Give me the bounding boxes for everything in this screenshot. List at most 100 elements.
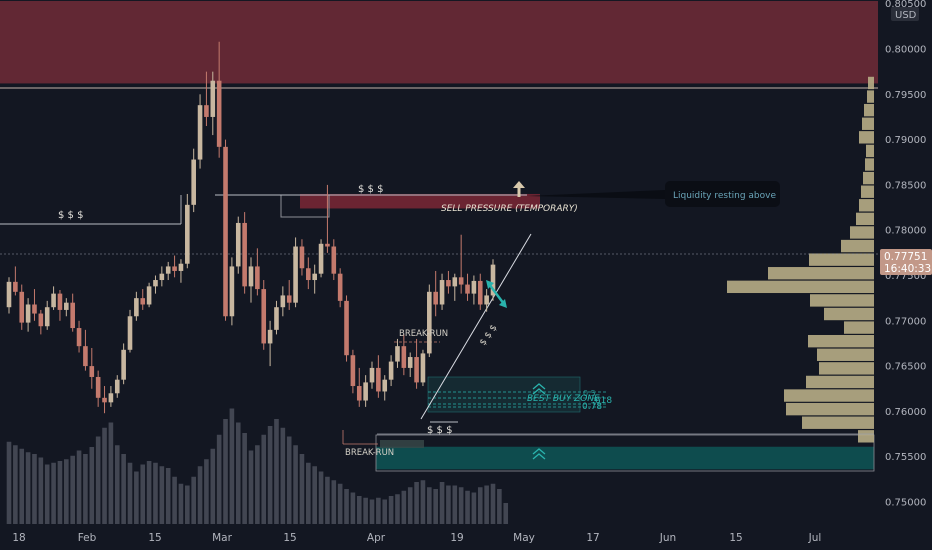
candle — [280, 286, 286, 317]
candle-body — [306, 268, 311, 281]
candle-body — [70, 302, 75, 329]
volume-bar — [70, 455, 75, 524]
candle-body — [153, 280, 158, 287]
volume-bar — [382, 499, 388, 524]
liquidity-callout[interactable]: Liquidity resting above — [527, 181, 780, 207]
last-price-value: 0.77751 — [884, 251, 927, 263]
volume-profile-bar — [863, 171, 874, 185]
volume-bar — [465, 490, 470, 524]
candle — [331, 239, 337, 281]
time-tick-label: 18 — [12, 532, 25, 544]
candle-body — [465, 284, 470, 294]
candle — [19, 284, 25, 330]
candle-body — [356, 386, 362, 401]
volume-profile-bar — [858, 430, 874, 443]
time-tick-label: Mar — [212, 532, 232, 544]
candle-body — [286, 295, 292, 303]
volume-profile-bar — [786, 402, 874, 416]
countdown-value: 16:40:33 — [884, 263, 931, 275]
volume-bar — [318, 471, 324, 524]
volume-bar — [407, 487, 413, 524]
time-tick-label: Jul — [808, 532, 822, 544]
candle-body — [159, 273, 165, 281]
candle-body — [376, 367, 381, 392]
candle — [6, 277, 12, 314]
volume-profile-bar — [864, 103, 874, 117]
candle — [153, 275, 158, 294]
volume-profile-bar — [806, 375, 874, 389]
volume-bar — [471, 492, 477, 524]
candle — [197, 94, 203, 169]
candle — [261, 280, 267, 350]
candle — [407, 352, 413, 377]
volume-bar — [172, 476, 177, 524]
volume-bar — [64, 459, 69, 524]
candle-body — [83, 346, 88, 367]
volume-bar — [401, 490, 407, 524]
volume-bar — [261, 434, 267, 524]
candle-body — [242, 222, 247, 287]
volume-bar — [44, 464, 50, 524]
time-axis[interactable]: 18 Feb 15 Mar 15 Apr 19 May 17 Jun 15 Jul — [12, 532, 821, 544]
candle-body — [127, 316, 133, 350]
candle-body — [350, 355, 356, 387]
candle — [51, 286, 56, 310]
candle — [267, 320, 273, 367]
volume-bar — [299, 454, 305, 524]
candle — [325, 184, 330, 253]
volume-bar — [503, 503, 509, 524]
candle — [44, 300, 50, 330]
price-tick-label: 0.76000 — [885, 407, 926, 418]
volume-bar — [446, 485, 451, 524]
liquidity-dollars-label: $ $ $ — [58, 210, 83, 221]
volume-bar — [89, 447, 95, 524]
sell-pressure-label: SELL PRESSURE (TEMPORARY) — [441, 204, 578, 214]
candle — [127, 309, 133, 353]
candle-body — [407, 357, 413, 368]
volume-bar — [248, 450, 254, 524]
candle-body — [121, 349, 126, 380]
last-price-badge: 0.77751 16:40:33 — [880, 249, 932, 275]
candle-body — [484, 295, 489, 305]
volume-profile-bar — [850, 226, 874, 239]
candle-body — [32, 304, 37, 314]
candle-body — [414, 357, 419, 383]
candle — [299, 239, 305, 276]
break-run-label-1: BREAK-RUN — [399, 329, 448, 339]
volume-bar — [102, 427, 107, 524]
candle-body — [452, 277, 458, 287]
candle-body — [382, 379, 388, 392]
candle — [121, 343, 126, 385]
volume-profile-bar — [868, 76, 874, 90]
volume-bar — [108, 422, 114, 524]
candle — [312, 264, 317, 294]
candle-body — [255, 266, 260, 290]
volume-profile-bar — [824, 307, 874, 321]
candle — [458, 234, 464, 294]
candle-body — [134, 298, 139, 317]
time-tick-label: 15 — [729, 532, 742, 544]
candle — [108, 386, 114, 407]
candle-body — [44, 307, 50, 327]
price-tick-label: 0.78500 — [885, 180, 926, 191]
candle-body — [248, 266, 254, 287]
volume-bar — [433, 489, 438, 524]
candle-body — [235, 222, 241, 267]
currency-label: USD — [895, 10, 917, 21]
price-axis[interactable]: 0.80500 0.80000 0.79500 0.79000 0.78500 0.780… — [880, 0, 932, 550]
candle-body — [446, 280, 451, 287]
volume-bar — [134, 471, 139, 524]
volume-bar — [223, 419, 228, 524]
candle — [318, 239, 324, 278]
candle — [102, 386, 107, 414]
candle — [401, 334, 407, 376]
volume-bar — [306, 462, 311, 524]
zone-supply — [0, 0, 878, 84]
time-tick-label: 15 — [283, 532, 296, 544]
price-tick-label: 0.79000 — [885, 135, 926, 146]
volume-bar — [293, 445, 298, 524]
candle-body — [261, 289, 267, 344]
candle-body — [51, 293, 56, 308]
volume-profile-bar — [819, 362, 874, 375]
